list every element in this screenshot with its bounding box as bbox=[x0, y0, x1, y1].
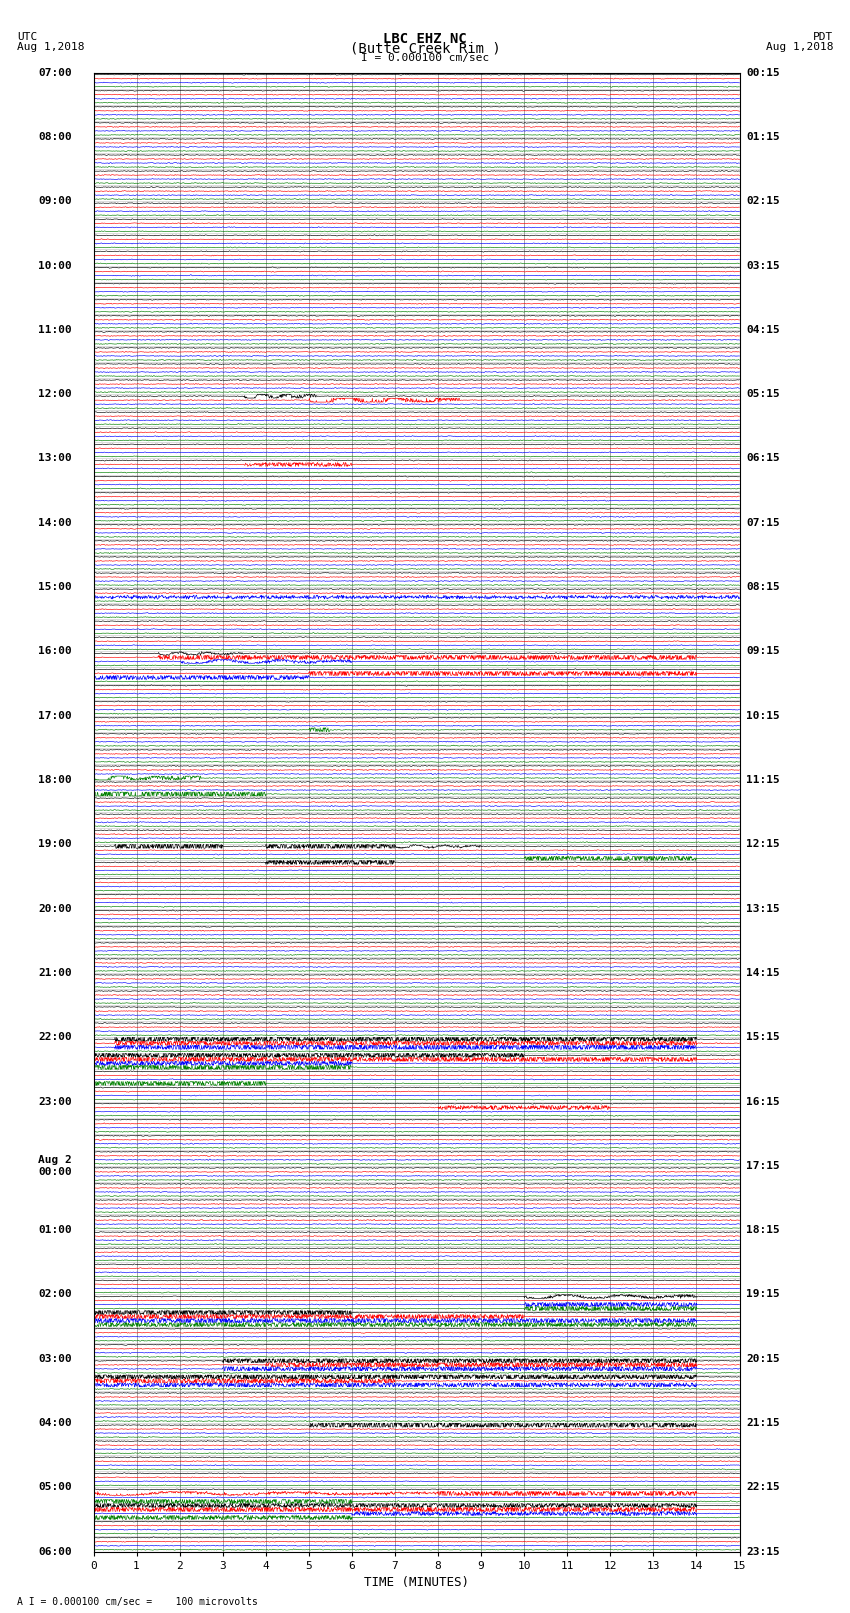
Text: 21:15: 21:15 bbox=[746, 1418, 779, 1428]
Text: A I = 0.000100 cm/sec =    100 microvolts: A I = 0.000100 cm/sec = 100 microvolts bbox=[17, 1597, 258, 1607]
Text: Aug 1,2018: Aug 1,2018 bbox=[17, 42, 84, 52]
Text: 19:15: 19:15 bbox=[746, 1289, 779, 1300]
Text: 06:00: 06:00 bbox=[38, 1547, 72, 1557]
Text: 00:15: 00:15 bbox=[746, 68, 779, 77]
Text: 14:00: 14:00 bbox=[38, 518, 72, 527]
Text: 16:00: 16:00 bbox=[38, 647, 72, 656]
Text: 04:00: 04:00 bbox=[38, 1418, 72, 1428]
Text: 16:15: 16:15 bbox=[746, 1097, 779, 1107]
Text: 19:00: 19:00 bbox=[38, 839, 72, 850]
Text: 11:00: 11:00 bbox=[38, 324, 72, 336]
Text: 01:15: 01:15 bbox=[746, 132, 779, 142]
Text: 08:00: 08:00 bbox=[38, 132, 72, 142]
Text: 05:00: 05:00 bbox=[38, 1482, 72, 1492]
Text: 11:15: 11:15 bbox=[746, 774, 779, 786]
Text: 03:00: 03:00 bbox=[38, 1353, 72, 1363]
Text: 12:00: 12:00 bbox=[38, 389, 72, 398]
Text: 18:15: 18:15 bbox=[746, 1226, 779, 1236]
Text: 08:15: 08:15 bbox=[746, 582, 779, 592]
Text: 06:15: 06:15 bbox=[746, 453, 779, 463]
Text: 02:15: 02:15 bbox=[746, 197, 779, 206]
Text: 23:00: 23:00 bbox=[38, 1097, 72, 1107]
Text: 14:15: 14:15 bbox=[746, 968, 779, 977]
Text: 20:00: 20:00 bbox=[38, 903, 72, 913]
Text: (Butte Creek Rim ): (Butte Creek Rim ) bbox=[349, 42, 501, 56]
Text: 02:00: 02:00 bbox=[38, 1289, 72, 1300]
Text: 15:00: 15:00 bbox=[38, 582, 72, 592]
Text: 03:15: 03:15 bbox=[746, 261, 779, 271]
Text: 10:00: 10:00 bbox=[38, 261, 72, 271]
Text: 15:15: 15:15 bbox=[746, 1032, 779, 1042]
Text: 17:15: 17:15 bbox=[746, 1161, 779, 1171]
Text: 07:00: 07:00 bbox=[38, 68, 72, 77]
Text: 21:00: 21:00 bbox=[38, 968, 72, 977]
Text: 07:15: 07:15 bbox=[746, 518, 779, 527]
Text: 23:15: 23:15 bbox=[746, 1547, 779, 1557]
Text: 09:15: 09:15 bbox=[746, 647, 779, 656]
Text: Aug 1,2018: Aug 1,2018 bbox=[766, 42, 833, 52]
Text: 20:15: 20:15 bbox=[746, 1353, 779, 1363]
Text: 04:15: 04:15 bbox=[746, 324, 779, 336]
Text: I = 0.000100 cm/sec: I = 0.000100 cm/sec bbox=[361, 53, 489, 63]
Text: 13:15: 13:15 bbox=[746, 903, 779, 913]
Text: Aug 2
00:00: Aug 2 00:00 bbox=[38, 1155, 72, 1176]
Text: UTC: UTC bbox=[17, 32, 37, 42]
Text: LBC EHZ NC: LBC EHZ NC bbox=[383, 32, 467, 47]
Text: 22:00: 22:00 bbox=[38, 1032, 72, 1042]
X-axis label: TIME (MINUTES): TIME (MINUTES) bbox=[364, 1576, 469, 1589]
Text: 13:00: 13:00 bbox=[38, 453, 72, 463]
Text: 09:00: 09:00 bbox=[38, 197, 72, 206]
Text: 22:15: 22:15 bbox=[746, 1482, 779, 1492]
Text: 18:00: 18:00 bbox=[38, 774, 72, 786]
Text: 10:15: 10:15 bbox=[746, 711, 779, 721]
Text: 01:00: 01:00 bbox=[38, 1226, 72, 1236]
Text: 05:15: 05:15 bbox=[746, 389, 779, 398]
Text: 17:00: 17:00 bbox=[38, 711, 72, 721]
Text: 12:15: 12:15 bbox=[746, 839, 779, 850]
Text: PDT: PDT bbox=[813, 32, 833, 42]
